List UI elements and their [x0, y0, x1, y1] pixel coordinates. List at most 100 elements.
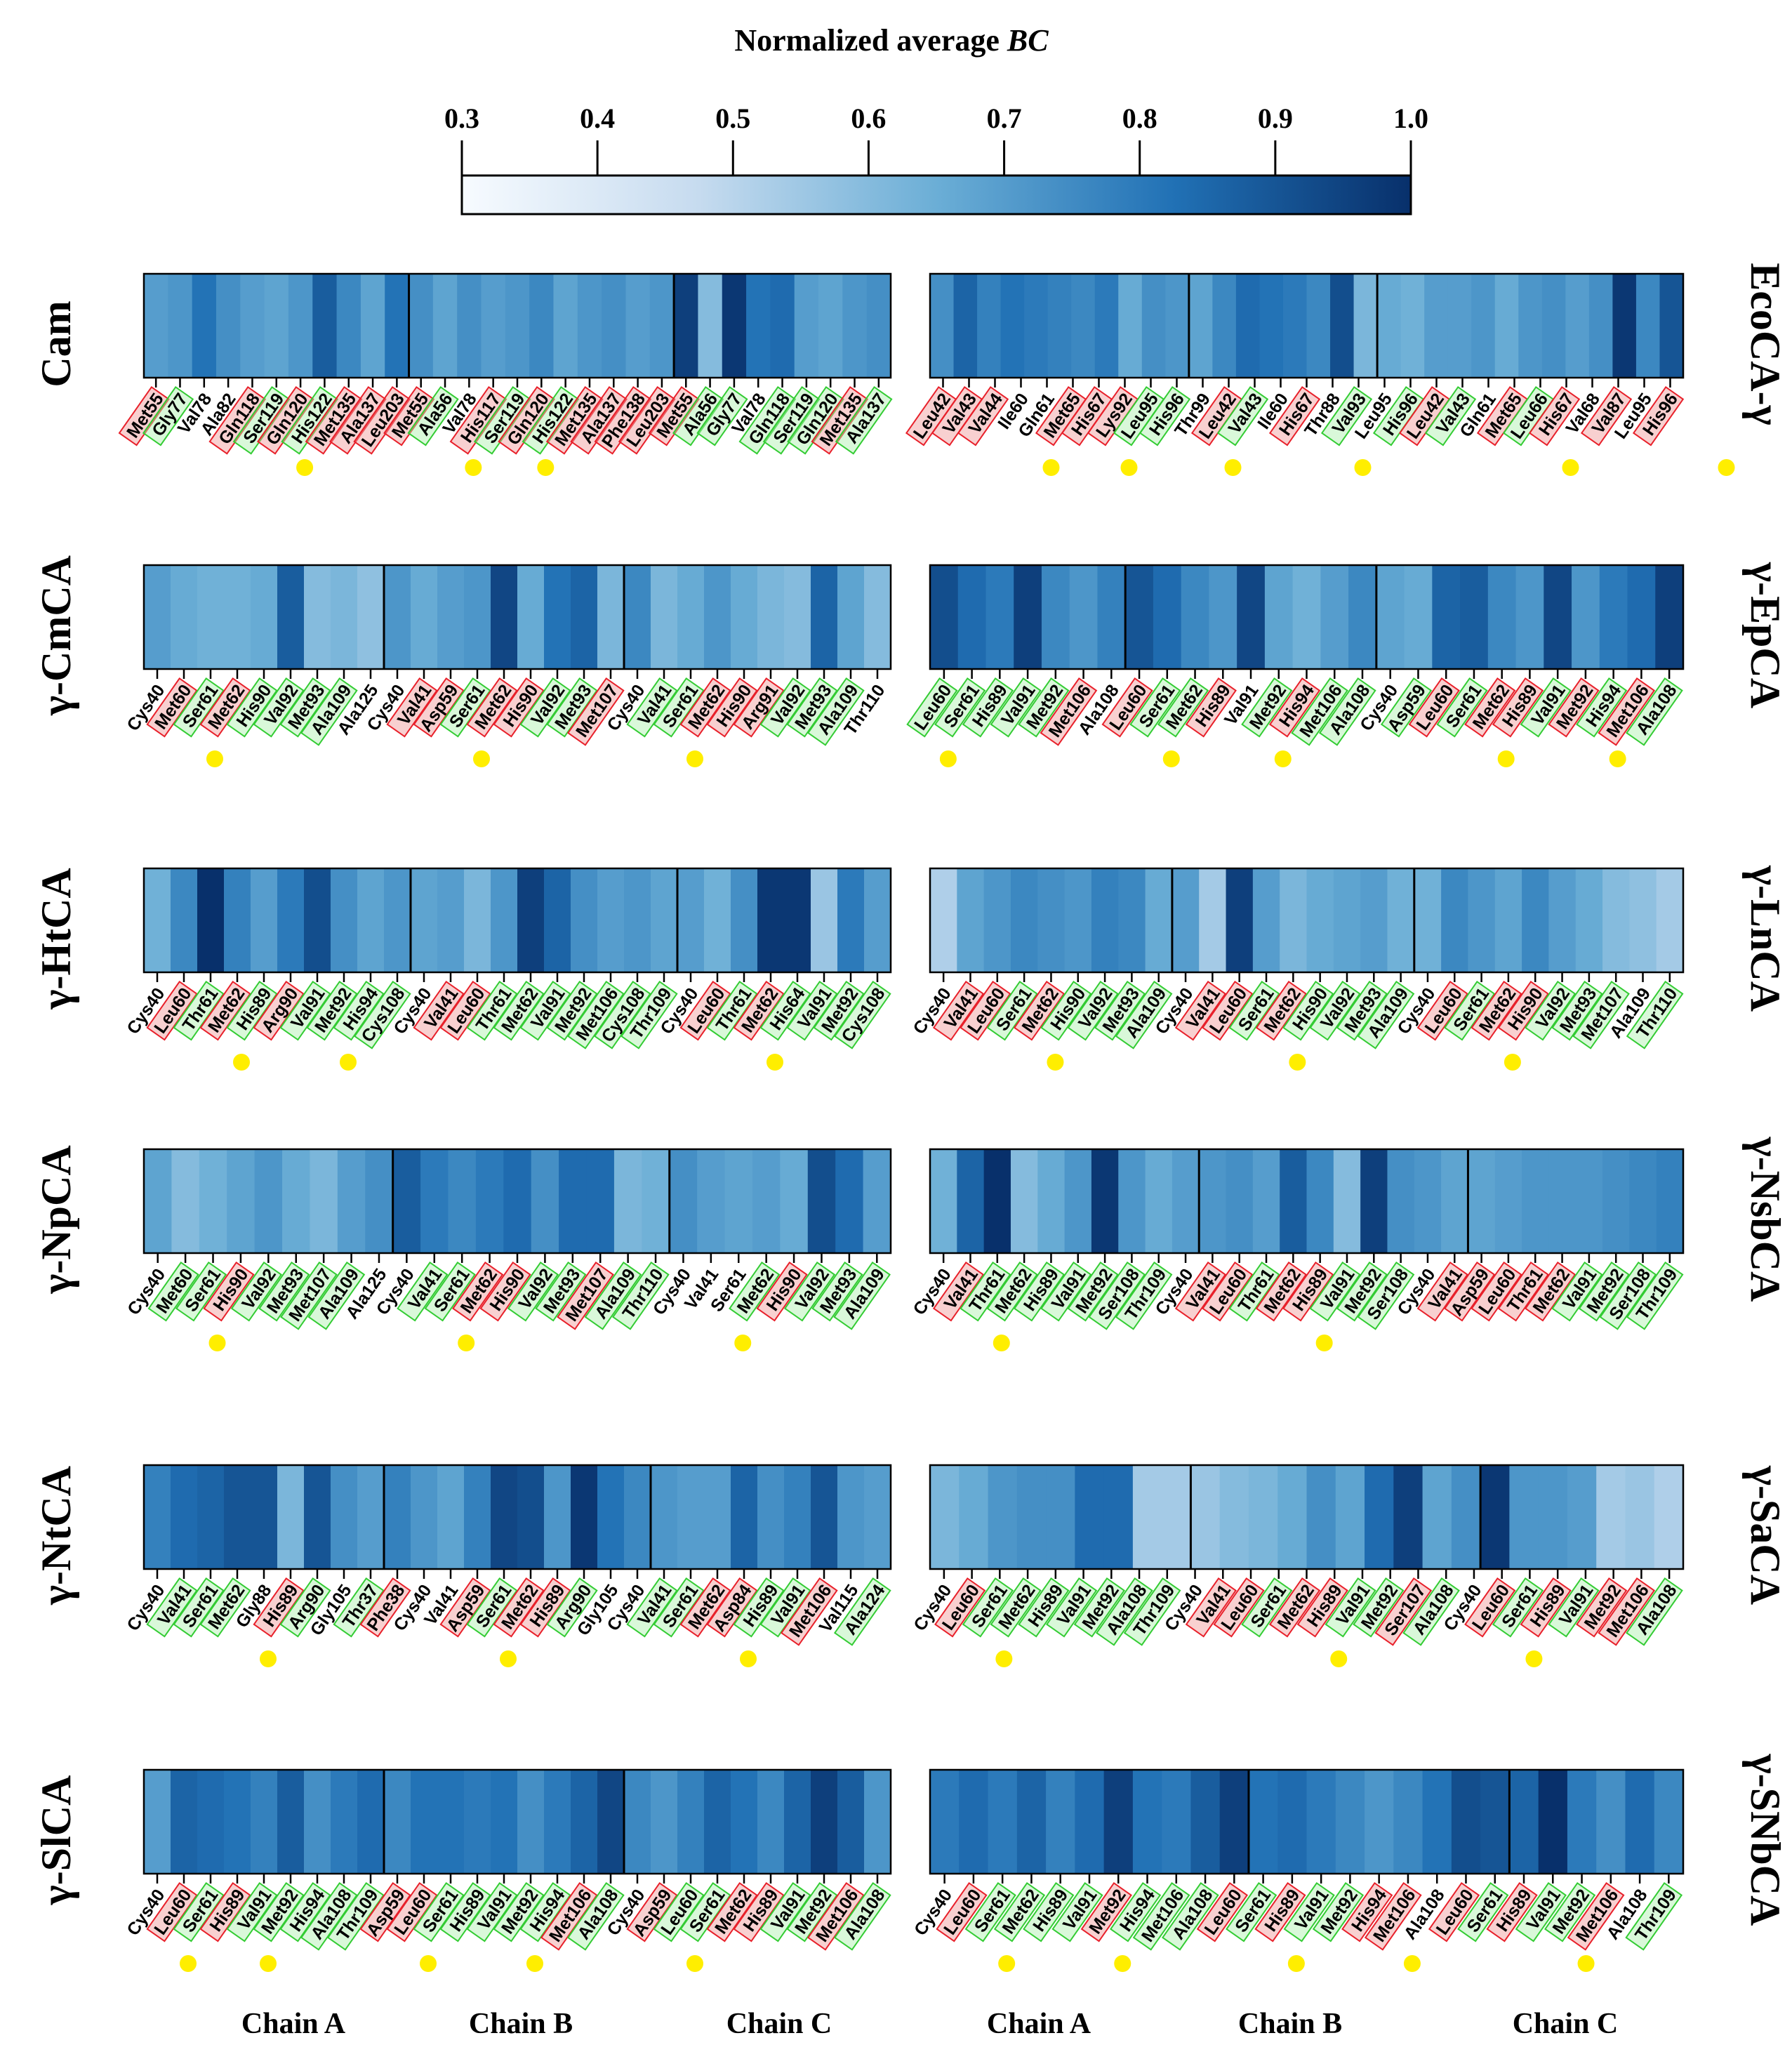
residue-highlight-box: [1139, 386, 1191, 446]
residue-highlight-box: [1524, 1262, 1577, 1322]
heatmap-cell: [930, 1149, 957, 1253]
residue-highlight-box: [466, 1577, 518, 1638]
residue-highlight-box: [359, 1577, 411, 1638]
active-site-dot: [1562, 459, 1579, 476]
residue-highlight-box: [1416, 981, 1468, 1041]
residue-highlight-box: [1457, 1882, 1509, 1942]
heatmap-cell: [1387, 868, 1415, 972]
heatmap-cell: [930, 1465, 960, 1569]
residue-highlight-box: [1464, 1577, 1516, 1638]
active-site-dot: [686, 750, 703, 767]
heatmap-cell: [1118, 1149, 1146, 1253]
residue-highlight-box: [452, 1262, 504, 1322]
heatmap-cell: [1625, 1770, 1655, 1874]
heatmap-cell: [1118, 274, 1143, 378]
heatmap-cell: [224, 1770, 251, 1874]
heatmap-cell: [264, 274, 289, 378]
residue-highlight-box: [203, 1262, 255, 1322]
heatmap-cell: [1515, 565, 1544, 669]
active-site-dot: [420, 1955, 437, 1972]
heatmap-cell: [1330, 274, 1355, 378]
heatmap-cell: [1596, 1770, 1626, 1874]
colorbar-tick-label: 0.4: [580, 102, 615, 134]
heatmap-cell: [586, 1149, 615, 1253]
residue-highlight-box: [611, 1262, 670, 1330]
heatmap-cell: [1306, 274, 1331, 378]
residue-highlight-box: [1115, 1262, 1173, 1330]
heatmap-cell: [1024, 274, 1049, 378]
heatmap-cell: [384, 565, 411, 669]
residue-highlight-box: [546, 981, 598, 1041]
residue-highlight-box: [397, 1262, 449, 1322]
residue-highlight-box: [706, 981, 758, 1041]
heatmap-cell: [475, 1149, 504, 1253]
residue-highlight-box: [1318, 677, 1376, 746]
residue-highlight-box: [253, 981, 305, 1041]
residue-highlight-box: [232, 386, 291, 455]
active-site-dot: [1330, 1650, 1348, 1667]
panel-name: γ-NsbCA: [1742, 1137, 1788, 1302]
heatmap-cell: [1451, 1465, 1481, 1569]
residue-highlight-box: [833, 1577, 891, 1646]
residue-highlight-box: [1544, 1882, 1596, 1942]
heatmap-cell: [1071, 274, 1096, 378]
heatmap-cell: [1422, 1465, 1452, 1569]
heatmap-cell: [357, 868, 385, 972]
residue-highlight-box: [1023, 1882, 1075, 1942]
residue-highlight-box: [653, 677, 705, 738]
heatmap-cell: [1656, 868, 1684, 972]
heatmap-cell: [171, 1149, 200, 1253]
chain-label: Chain A: [987, 2008, 1091, 2040]
heatmap-cell: [866, 274, 891, 378]
heatmap-cell: [577, 274, 602, 378]
residue-highlight-box: [1185, 677, 1237, 738]
panel-name: γ-SNbCA: [1742, 1754, 1788, 1926]
residue-highlight-box: [1497, 1262, 1549, 1322]
heatmap-cell: [1292, 565, 1321, 669]
heatmap-cell: [597, 1770, 625, 1874]
residue-highlight-box: [1626, 981, 1684, 1050]
heatmap-cell: [1248, 1465, 1278, 1569]
heatmap-cell: [677, 868, 705, 972]
heatmap-cell: [957, 1149, 985, 1253]
residue-highlight-box: [932, 1262, 985, 1322]
residue-label: Val92: [507, 1262, 559, 1322]
panel: Met55Gly77Val78Ala82Gln118Ser119Gln120Hi…: [33, 272, 893, 476]
heatmap-cell: [988, 1465, 1018, 1569]
heatmap-cell: [517, 565, 545, 669]
panel: Cys40Val41Thr61Met62His89Val91Met92Ser10…: [910, 1137, 1788, 1351]
heatmap-cell: [1190, 1465, 1221, 1569]
heatmap-cell: [864, 565, 891, 669]
heatmap-cell: [1016, 1465, 1047, 1569]
heatmap-cell: [1280, 1149, 1308, 1253]
heatmap-cell: [1376, 565, 1405, 669]
panel: Cys40Leu60Ser61Met62His89Val91Met92Ala10…: [910, 1464, 1788, 1667]
heatmap-cell: [559, 1149, 588, 1253]
residue-highlight-box: [519, 1577, 571, 1638]
heatmap-cell: [277, 1770, 305, 1874]
residue-highlight-box: [1515, 1882, 1567, 1942]
residue-highlight-box: [449, 386, 507, 455]
heatmap-cell: [1567, 1770, 1597, 1874]
residue-highlight-box: [407, 386, 459, 446]
heatmap-cell: [1199, 1149, 1227, 1253]
colorbar-tick-label: 0.9: [1258, 102, 1293, 134]
residue-highlight-box: [1101, 677, 1153, 738]
residue-highlight-box: [118, 386, 170, 446]
residue-highlight-box: [1548, 677, 1600, 738]
heatmap-cell: [491, 565, 518, 669]
heatmap-frame: [142, 1464, 892, 1570]
residue-highlight-box: [738, 386, 797, 455]
heatmap-cell: [197, 1465, 225, 1569]
residue-highlight-box: [1051, 1882, 1103, 1942]
heatmap-cell: [491, 1465, 518, 1569]
residue-highlight-box: [300, 677, 358, 746]
heatmap-cell: [784, 1465, 811, 1569]
residue-highlight-box: [706, 677, 758, 738]
heatmap-cell: [1277, 1770, 1308, 1874]
residue-highlight-box: [1567, 1882, 1625, 1951]
residue-highlight-box: [1255, 1262, 1308, 1322]
residue-highlight-box: [986, 1262, 1038, 1322]
residue-highlight-box: [142, 386, 194, 446]
heatmap-cell: [602, 274, 627, 378]
